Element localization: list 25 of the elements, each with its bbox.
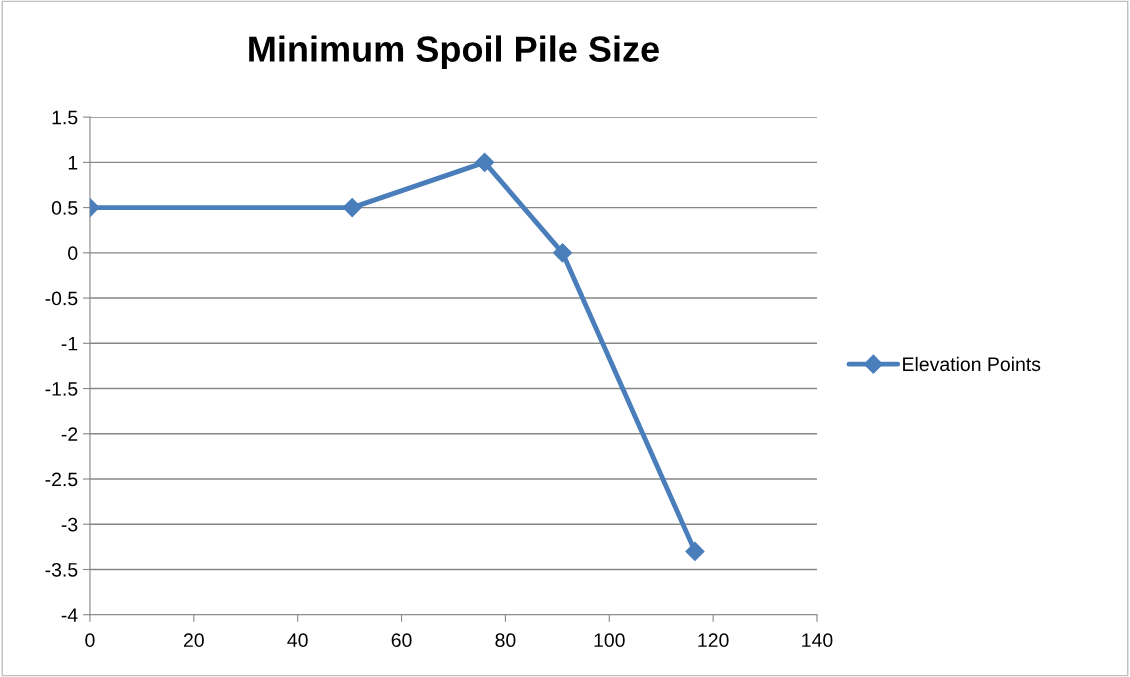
y-tick-label: 0.5 xyxy=(51,201,78,215)
x-tick-label: 140 xyxy=(802,633,833,648)
point xyxy=(475,152,495,172)
y-tick-label: -4 xyxy=(61,608,78,622)
x-tick-label: 0 xyxy=(85,633,95,648)
legend-label: Elevation Points xyxy=(903,356,1041,372)
y-tick-label: -3 xyxy=(61,517,78,532)
y-tick-label: -3.5 xyxy=(45,562,78,577)
x-tick-label: 20 xyxy=(183,633,204,648)
point xyxy=(685,541,705,561)
y-tick-label: 1 xyxy=(68,156,78,170)
y-tick-label: -2 xyxy=(61,427,78,441)
y-tick-label: -0.5 xyxy=(45,291,78,306)
y-tick-label: 0 xyxy=(68,246,78,261)
y-tick-label: -2.5 xyxy=(45,472,78,487)
y-tick-label: -1.5 xyxy=(45,382,78,396)
y-tick-label: -1 xyxy=(61,336,78,351)
chart-title: Minimum Spoil Pile Size xyxy=(249,35,659,70)
y-tick-label: 1.5 xyxy=(52,110,78,125)
x-tick-label: 100 xyxy=(594,633,625,648)
x-tick-label: 60 xyxy=(391,633,412,648)
point xyxy=(552,243,573,263)
x-tick-label: 40 xyxy=(287,633,308,648)
x-tick-label: 80 xyxy=(495,633,516,648)
x-tick-label: 120 xyxy=(698,633,729,648)
